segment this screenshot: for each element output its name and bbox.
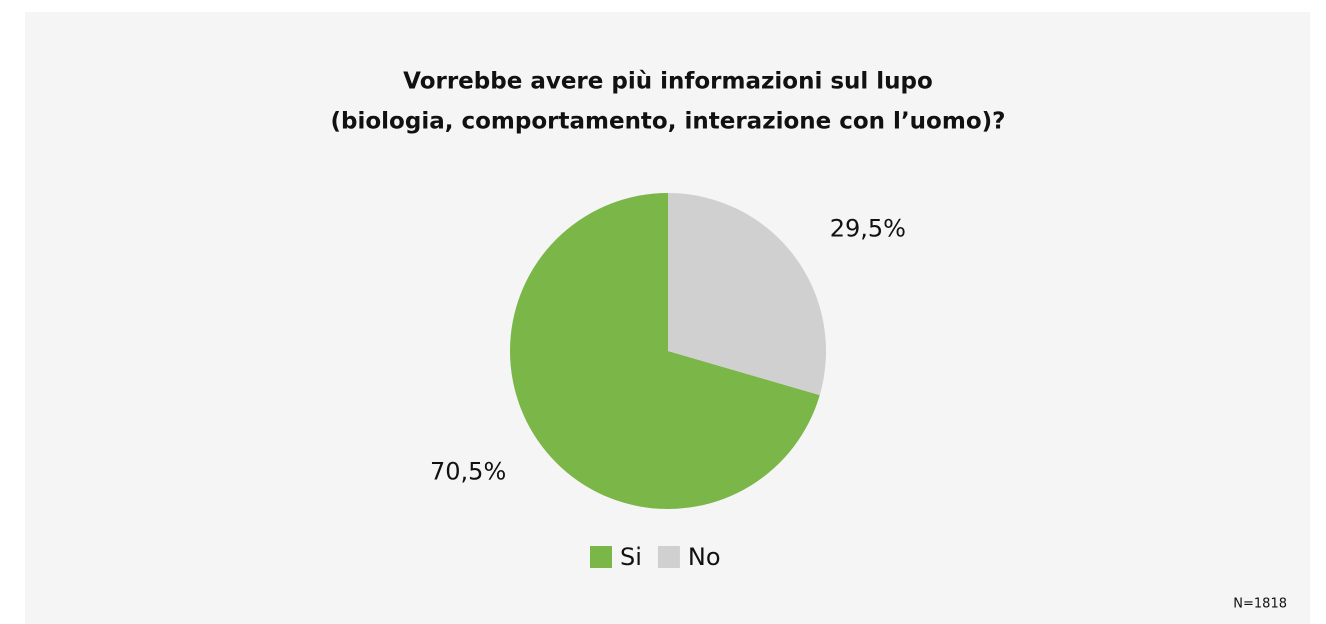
annotation: N=1818 [1233, 597, 1287, 612]
legend-swatch [657, 546, 680, 568]
data-label: 70,5% [430, 457, 506, 485]
legend-label: No [688, 543, 721, 571]
pie-slice [509, 193, 820, 509]
data-label: 29,5% [830, 215, 906, 243]
pie-slice [668, 193, 826, 396]
legend-swatch [590, 546, 612, 568]
chart-title: Vorrebbe avere più informazioni sul lupo [403, 69, 933, 95]
legend-label: Si [620, 543, 642, 571]
chart-title: (biologia, comportamento, interazione co… [331, 109, 1006, 135]
